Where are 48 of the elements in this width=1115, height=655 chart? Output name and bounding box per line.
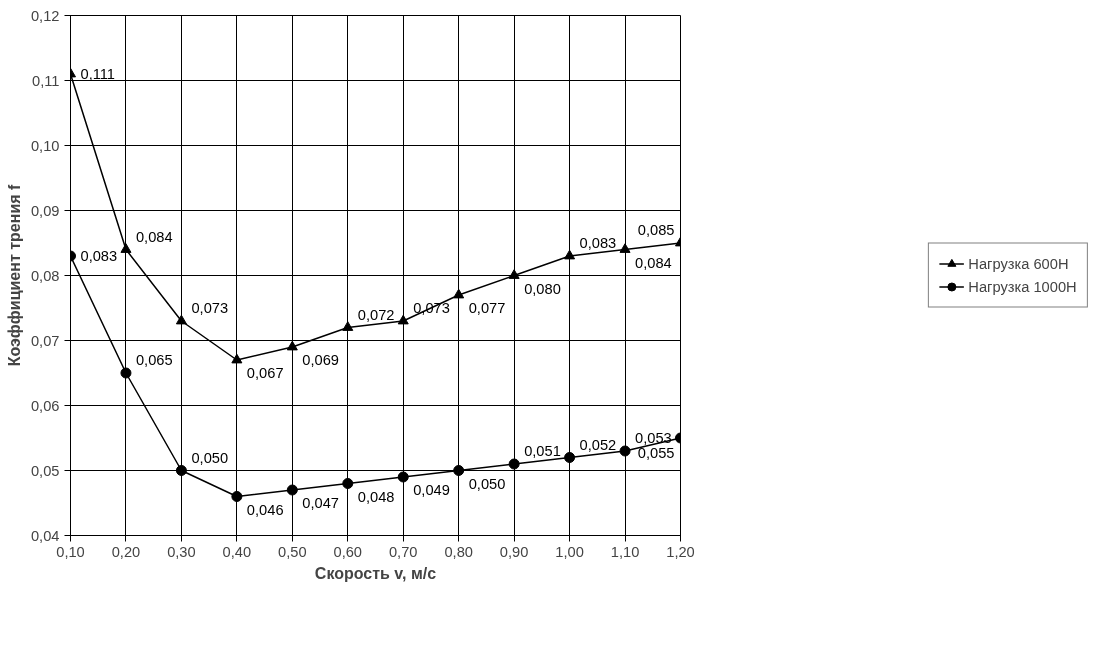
data-label: 0,072 [357,306,395,323]
x-axis-title: Скорость v, м/с [314,564,437,582]
data-label: 0,051 [524,443,561,459]
y-tick-label: 0,07 [30,332,60,349]
data-label: 0,077 [468,300,506,316]
data-label: 0,083 [579,235,617,251]
x-tick-label: 0,30 [167,543,196,560]
y-tick-label: 0,08 [30,267,60,284]
y-tick-label: 0,09 [30,202,60,219]
x-tick-label: 1,00 [555,543,584,560]
y-tick-label: 0,05 [30,462,60,479]
data-label: 0,052 [579,436,617,453]
y-tick-label: 0,10 [30,137,60,154]
x-tick-label: 0,10 [56,543,85,560]
data-label: 0,111 [80,66,116,82]
data-label: 0,080 [524,280,561,297]
x-tick-label: 0,20 [111,543,141,560]
y-tick-label: 0,11 [32,72,60,89]
x-tick-label: 0,40 [222,543,252,560]
data-label: 0,065 [135,352,173,368]
data-label: 0,050 [468,475,506,492]
data-label: 0,084 [135,228,173,245]
x-tick-label: 0,60 [333,543,363,560]
y-tick-label: 0,06 [30,397,60,414]
data-label: 0,047 [302,495,340,511]
legend-label: Нагрузка 600Н [968,255,1069,272]
data-label: 0,067 [246,365,284,381]
x-tick-label: 1,20 [666,543,695,560]
x-tick-label: 0,90 [499,543,529,560]
data-label: 0,053 [635,430,672,446]
data-label: 0,069 [302,352,340,368]
data-label: 0,085 [637,222,675,238]
data-label: 0,084 [635,254,672,271]
data-label: 0,083 [80,248,118,264]
x-tick-label: 1,10 [610,543,640,560]
y-tick-label: 0,04 [30,527,60,544]
y-tick-label: 0,12 [30,7,60,24]
data-label: 0,050 [191,449,229,466]
x-tick-label: 0,50 [278,543,307,560]
data-label: 0,048 [357,488,395,505]
data-label: 0,046 [246,501,284,518]
data-label: 0,049 [413,482,450,498]
y-axis-title: Коэффициент трения f [5,184,23,367]
legend-label: Нагрузка 1000Н [968,278,1077,295]
x-tick-label: 0,80 [444,543,473,560]
data-label: 0,073 [191,300,229,316]
data-label: 0,055 [637,445,675,461]
x-tick-label: 0,70 [388,543,418,560]
